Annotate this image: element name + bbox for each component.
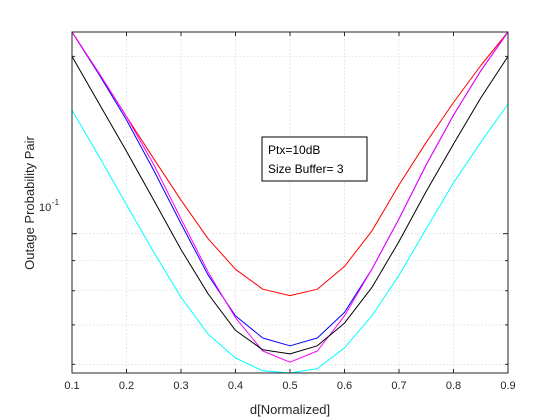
annotation-line-buffer: Size Buffer= 3 <box>268 162 344 176</box>
annotation-box-frame <box>261 136 368 182</box>
x-axis-label: d[Normalized] <box>250 402 330 417</box>
x-tick-label: 0.1 <box>64 380 79 392</box>
x-tick-label: 0.3 <box>173 380 188 392</box>
x-tick-labels: 0.1 0.2 0.3 0.4 0.5 0.6 0.7 0.8 0.9 <box>64 380 515 392</box>
y-tick-label-base: 10 <box>39 202 51 214</box>
series-line-1 <box>71 31 509 297</box>
annotation-line-ptx: Ptx=10dB <box>268 143 320 157</box>
series-line-4 <box>71 56 509 355</box>
x-tick-label: 0.7 <box>391 380 406 392</box>
x-tick-label: 0.6 <box>337 380 352 392</box>
axis-ticks <box>71 32 509 373</box>
y-tick-label-exponent: -1 <box>52 198 60 207</box>
x-tick-label: 0.2 <box>119 380 134 392</box>
plot-area-background <box>72 32 508 373</box>
x-tick-label: 0.4 <box>228 380 243 392</box>
x-tick-label: 0.9 <box>500 380 515 392</box>
series-line-3 <box>71 31 509 363</box>
x-tick-label: 0.8 <box>446 380 461 392</box>
y-tick-label: 10 -1 <box>39 198 60 214</box>
annotation-box: Ptx=10dB Size Buffer= 3 <box>261 136 368 182</box>
x-tick-label: 0.5 <box>282 380 297 392</box>
y-axis-label: Outage Probability Pair <box>22 135 37 269</box>
